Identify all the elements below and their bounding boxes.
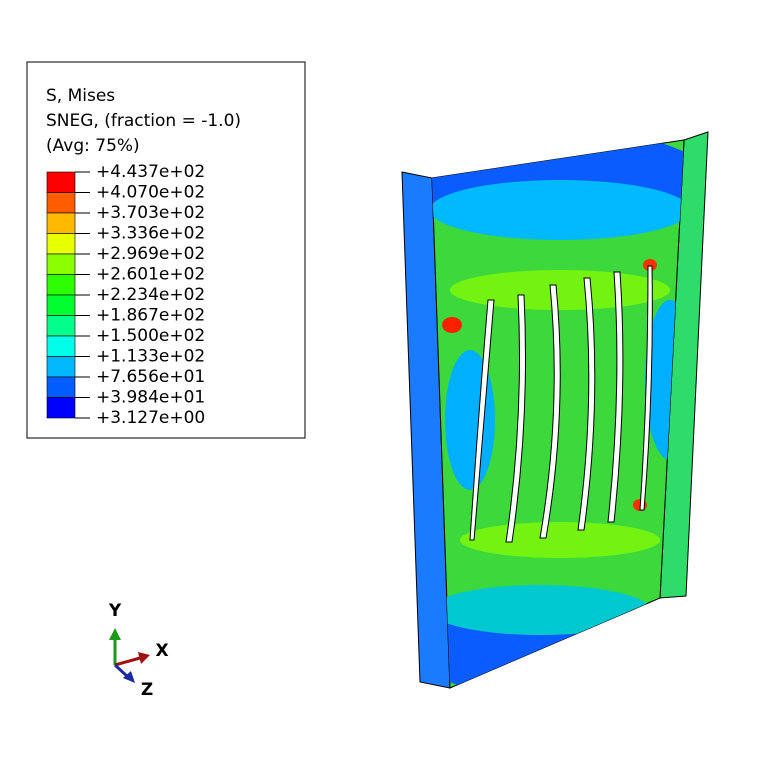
- legend-band: [46, 397, 76, 419]
- legend-band: [46, 212, 76, 234]
- legend-band: [46, 171, 76, 193]
- legend-band: [46, 315, 76, 337]
- legend-band: [46, 274, 76, 296]
- x-axis-arrow: [114, 656, 141, 667]
- x-arrow-head: [138, 652, 150, 664]
- legend: S, Mises SNEG, (fraction = -1.0) (Avg: 75%…: [46, 86, 241, 428]
- legend-band: [46, 356, 76, 378]
- slots: [469, 265, 653, 543]
- legend-label: +2.969e+02: [96, 244, 205, 264]
- legend-label: +4.437e+02: [96, 162, 205, 182]
- legend-label: +2.601e+02: [96, 265, 205, 285]
- legend-band: [46, 335, 76, 357]
- legend-label: +1.133e+02: [96, 347, 205, 367]
- legend-label: +4.070e+02: [96, 183, 205, 203]
- legend-band: [46, 233, 76, 255]
- z-axis-label: Z: [141, 680, 153, 700]
- z-arrow-head: [123, 671, 135, 683]
- legend-band: [46, 294, 76, 316]
- model: [401, 131, 709, 689]
- legend-label: +1.867e+02: [96, 306, 205, 326]
- legend-label: +7.656e+01: [96, 367, 205, 387]
- axis-triad: Y X Z: [108, 601, 169, 700]
- legend-title: (Avg: 75%): [46, 136, 140, 156]
- legend-label: +3.127e+00: [96, 408, 205, 428]
- legend-title: S, Mises: [46, 86, 115, 106]
- legend-band: [46, 192, 76, 214]
- y-arrow-head: [109, 628, 121, 640]
- legend-band: [46, 253, 76, 275]
- legend-label: +2.234e+02: [96, 285, 205, 305]
- legend-label: +3.336e+02: [96, 224, 205, 244]
- y-axis-label: Y: [108, 601, 122, 621]
- z-axis-arrow: [113, 663, 130, 679]
- legend-label: +3.703e+02: [96, 203, 205, 223]
- legend-label: +3.984e+01: [96, 388, 205, 408]
- legend-label: +1.500e+02: [96, 326, 205, 346]
- legend-title: SNEG, (fraction = -1.0): [46, 111, 241, 131]
- x-axis-label: X: [155, 641, 168, 661]
- legend-band: [46, 376, 76, 398]
